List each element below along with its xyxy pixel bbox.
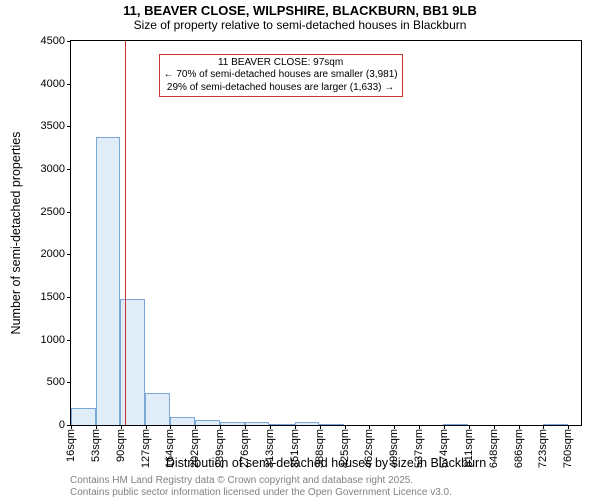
histogram-bar <box>319 424 344 425</box>
histogram-bar <box>245 422 270 425</box>
ytick-mark <box>67 297 71 298</box>
annotation-line-2: ← 70% of semi-detached houses are smalle… <box>164 69 398 82</box>
histogram-bar <box>220 422 245 425</box>
ytick-label: 1500 <box>41 291 65 303</box>
attribution-line-1: Contains HM Land Registry data © Crown c… <box>70 475 452 487</box>
xtick-label: 90sqm <box>115 429 127 462</box>
reference-line <box>125 41 126 425</box>
xtick-label: 648sqm <box>488 429 500 468</box>
histogram-bar <box>170 417 195 425</box>
ytick-label: 2500 <box>41 206 65 218</box>
histogram-bar <box>269 424 294 425</box>
chart-title: 11, BEAVER CLOSE, WILPSHIRE, BLACKBURN, … <box>0 0 600 18</box>
xtick-label: 760sqm <box>562 429 574 468</box>
annotation-box: 11 BEAVER CLOSE: 97sqm← 70% of semi-deta… <box>159 54 403 98</box>
plot-area-wrap: Number of semi-detached properties 05001… <box>70 40 582 426</box>
ytick-mark <box>67 84 71 85</box>
ytick-mark <box>67 126 71 127</box>
histogram-bar <box>195 420 220 425</box>
ytick-label: 2000 <box>41 248 65 260</box>
ytick-label: 1000 <box>41 334 65 346</box>
ytick-mark <box>67 212 71 213</box>
ytick-label: 4500 <box>41 35 65 47</box>
annotation-line-1: 11 BEAVER CLOSE: 97sqm <box>164 57 398 70</box>
chart-container: 11, BEAVER CLOSE, WILPSHIRE, BLACKBURN, … <box>0 0 600 500</box>
histogram-bar <box>71 408 96 425</box>
annotation-line-3: 29% of semi-detached houses are larger (… <box>164 82 398 95</box>
attribution-line-2: Contains public sector information licen… <box>70 487 452 499</box>
plot-area: 05001000150020002500300035004000450016sq… <box>70 40 582 426</box>
histogram-bar <box>145 393 170 425</box>
histogram-bar <box>543 424 568 425</box>
histogram-bar <box>295 422 320 425</box>
chart-subtitle: Size of property relative to semi-detach… <box>0 18 600 32</box>
title-line-1: 11, BEAVER CLOSE, WILPSHIRE, BLACKBURN, … <box>123 3 477 18</box>
xtick-label: 723sqm <box>537 429 549 468</box>
y-axis-label: Number of semi-detached properties <box>9 132 23 335</box>
attribution-text: Contains HM Land Registry data © Crown c… <box>70 475 452 498</box>
xtick-label: 16sqm <box>65 429 77 462</box>
ytick-label: 500 <box>47 376 65 388</box>
ytick-label: 3500 <box>41 120 65 132</box>
ytick-label: 4000 <box>41 78 65 90</box>
xtick-label: 127sqm <box>140 429 152 468</box>
histogram-bar <box>96 137 121 425</box>
ytick-mark <box>67 340 71 341</box>
xtick-label: 53sqm <box>90 429 102 462</box>
histogram-bar <box>443 424 468 425</box>
ytick-mark <box>67 169 71 170</box>
xtick-label: 686sqm <box>513 429 525 468</box>
ytick-mark <box>67 382 71 383</box>
ytick-mark <box>67 41 71 42</box>
ytick-label: 3000 <box>41 163 65 175</box>
ytick-mark <box>67 254 71 255</box>
x-axis-label: Distribution of semi-detached houses by … <box>166 456 486 470</box>
